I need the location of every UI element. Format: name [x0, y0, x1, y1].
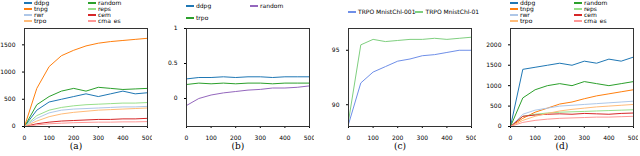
html-text:trpo: trpo	[34, 17, 47, 24]
svg-text:300: 300	[417, 134, 429, 140]
html-text:random: random	[98, 0, 122, 6]
html-text:TRPO MnistChl-01: TRPO MnistChl-01	[425, 8, 480, 15]
svg-text:0: 0	[347, 134, 351, 140]
svg-text:100: 100	[205, 134, 217, 140]
html-text:ddpg: ddpg	[196, 2, 212, 9]
html-text:(a): (a)	[69, 141, 83, 151]
html-text:tnpg: tnpg	[520, 5, 534, 12]
svg-text:1000: 1000	[0, 68, 15, 75]
svg-text:0.5: 0.5	[168, 59, 178, 66]
svg-text:500: 500	[142, 134, 152, 140]
html-text:(d): (d)	[555, 141, 569, 151]
svg-text:400: 400	[441, 134, 453, 140]
svg-text:500: 500	[304, 134, 314, 140]
html-text:cma_es: cma_es	[584, 17, 607, 24]
svg-text:300: 300	[579, 134, 591, 140]
html-text:(b): (b)	[231, 141, 245, 151]
html-text:trpo: trpo	[520, 17, 533, 24]
svg-text:400: 400	[603, 134, 615, 140]
html-text:cem: cem	[584, 11, 597, 18]
svg-text:500: 500	[490, 102, 502, 109]
svg-text:1000: 1000	[486, 82, 501, 89]
svg-text:100: 100	[529, 134, 541, 140]
html-text:cem: cem	[98, 11, 111, 18]
html-text:cma_es: cma_es	[98, 17, 121, 24]
svg-text:400: 400	[279, 134, 291, 140]
svg-text:0: 0	[498, 122, 502, 129]
svg-text:0: 0	[185, 134, 189, 140]
svg-text:95: 95	[332, 46, 340, 53]
svg-text:100: 100	[367, 134, 379, 140]
svg-text:0: 0	[23, 134, 27, 140]
svg-text:500: 500	[628, 134, 638, 140]
html-text:ddpg: ddpg	[34, 0, 50, 6]
svg-text:500: 500	[4, 95, 16, 102]
html-text:random: random	[260, 2, 284, 9]
svg-text:300: 300	[255, 134, 267, 140]
svg-text:200: 200	[68, 134, 80, 140]
svg-text:0: 0	[12, 122, 16, 129]
svg-text:1500: 1500	[486, 61, 501, 68]
svg-text:2000: 2000	[486, 41, 501, 48]
svg-text:1500: 1500	[0, 41, 15, 48]
html-text:reps: reps	[584, 5, 597, 12]
html-text:rwr: rwr	[34, 11, 44, 18]
html-text:tnpg: tnpg	[34, 5, 48, 12]
html-text:TRPO MnistChl-001: TRPO MnistChl-001	[358, 8, 416, 15]
svg-text:400: 400	[117, 134, 129, 140]
svg-text:200: 200	[230, 134, 242, 140]
svg-text:200: 200	[554, 134, 566, 140]
svg-text:300: 300	[93, 134, 105, 140]
html-text:rwr: rwr	[520, 11, 530, 18]
html-text:(c): (c)	[394, 141, 406, 151]
html-text:random: random	[584, 0, 608, 6]
svg-text:1: 1	[174, 24, 178, 31]
svg-text:200: 200	[392, 134, 404, 140]
svg-text:0: 0	[174, 94, 178, 101]
svg-text:90: 90	[332, 101, 340, 108]
svg-text:100: 100	[43, 134, 55, 140]
html-text:trpo: trpo	[196, 14, 209, 21]
html-text:ddpg: ddpg	[520, 0, 536, 6]
html-text:reps: reps	[98, 5, 111, 12]
svg-text:0: 0	[509, 134, 513, 140]
svg-text:500: 500	[466, 134, 476, 140]
